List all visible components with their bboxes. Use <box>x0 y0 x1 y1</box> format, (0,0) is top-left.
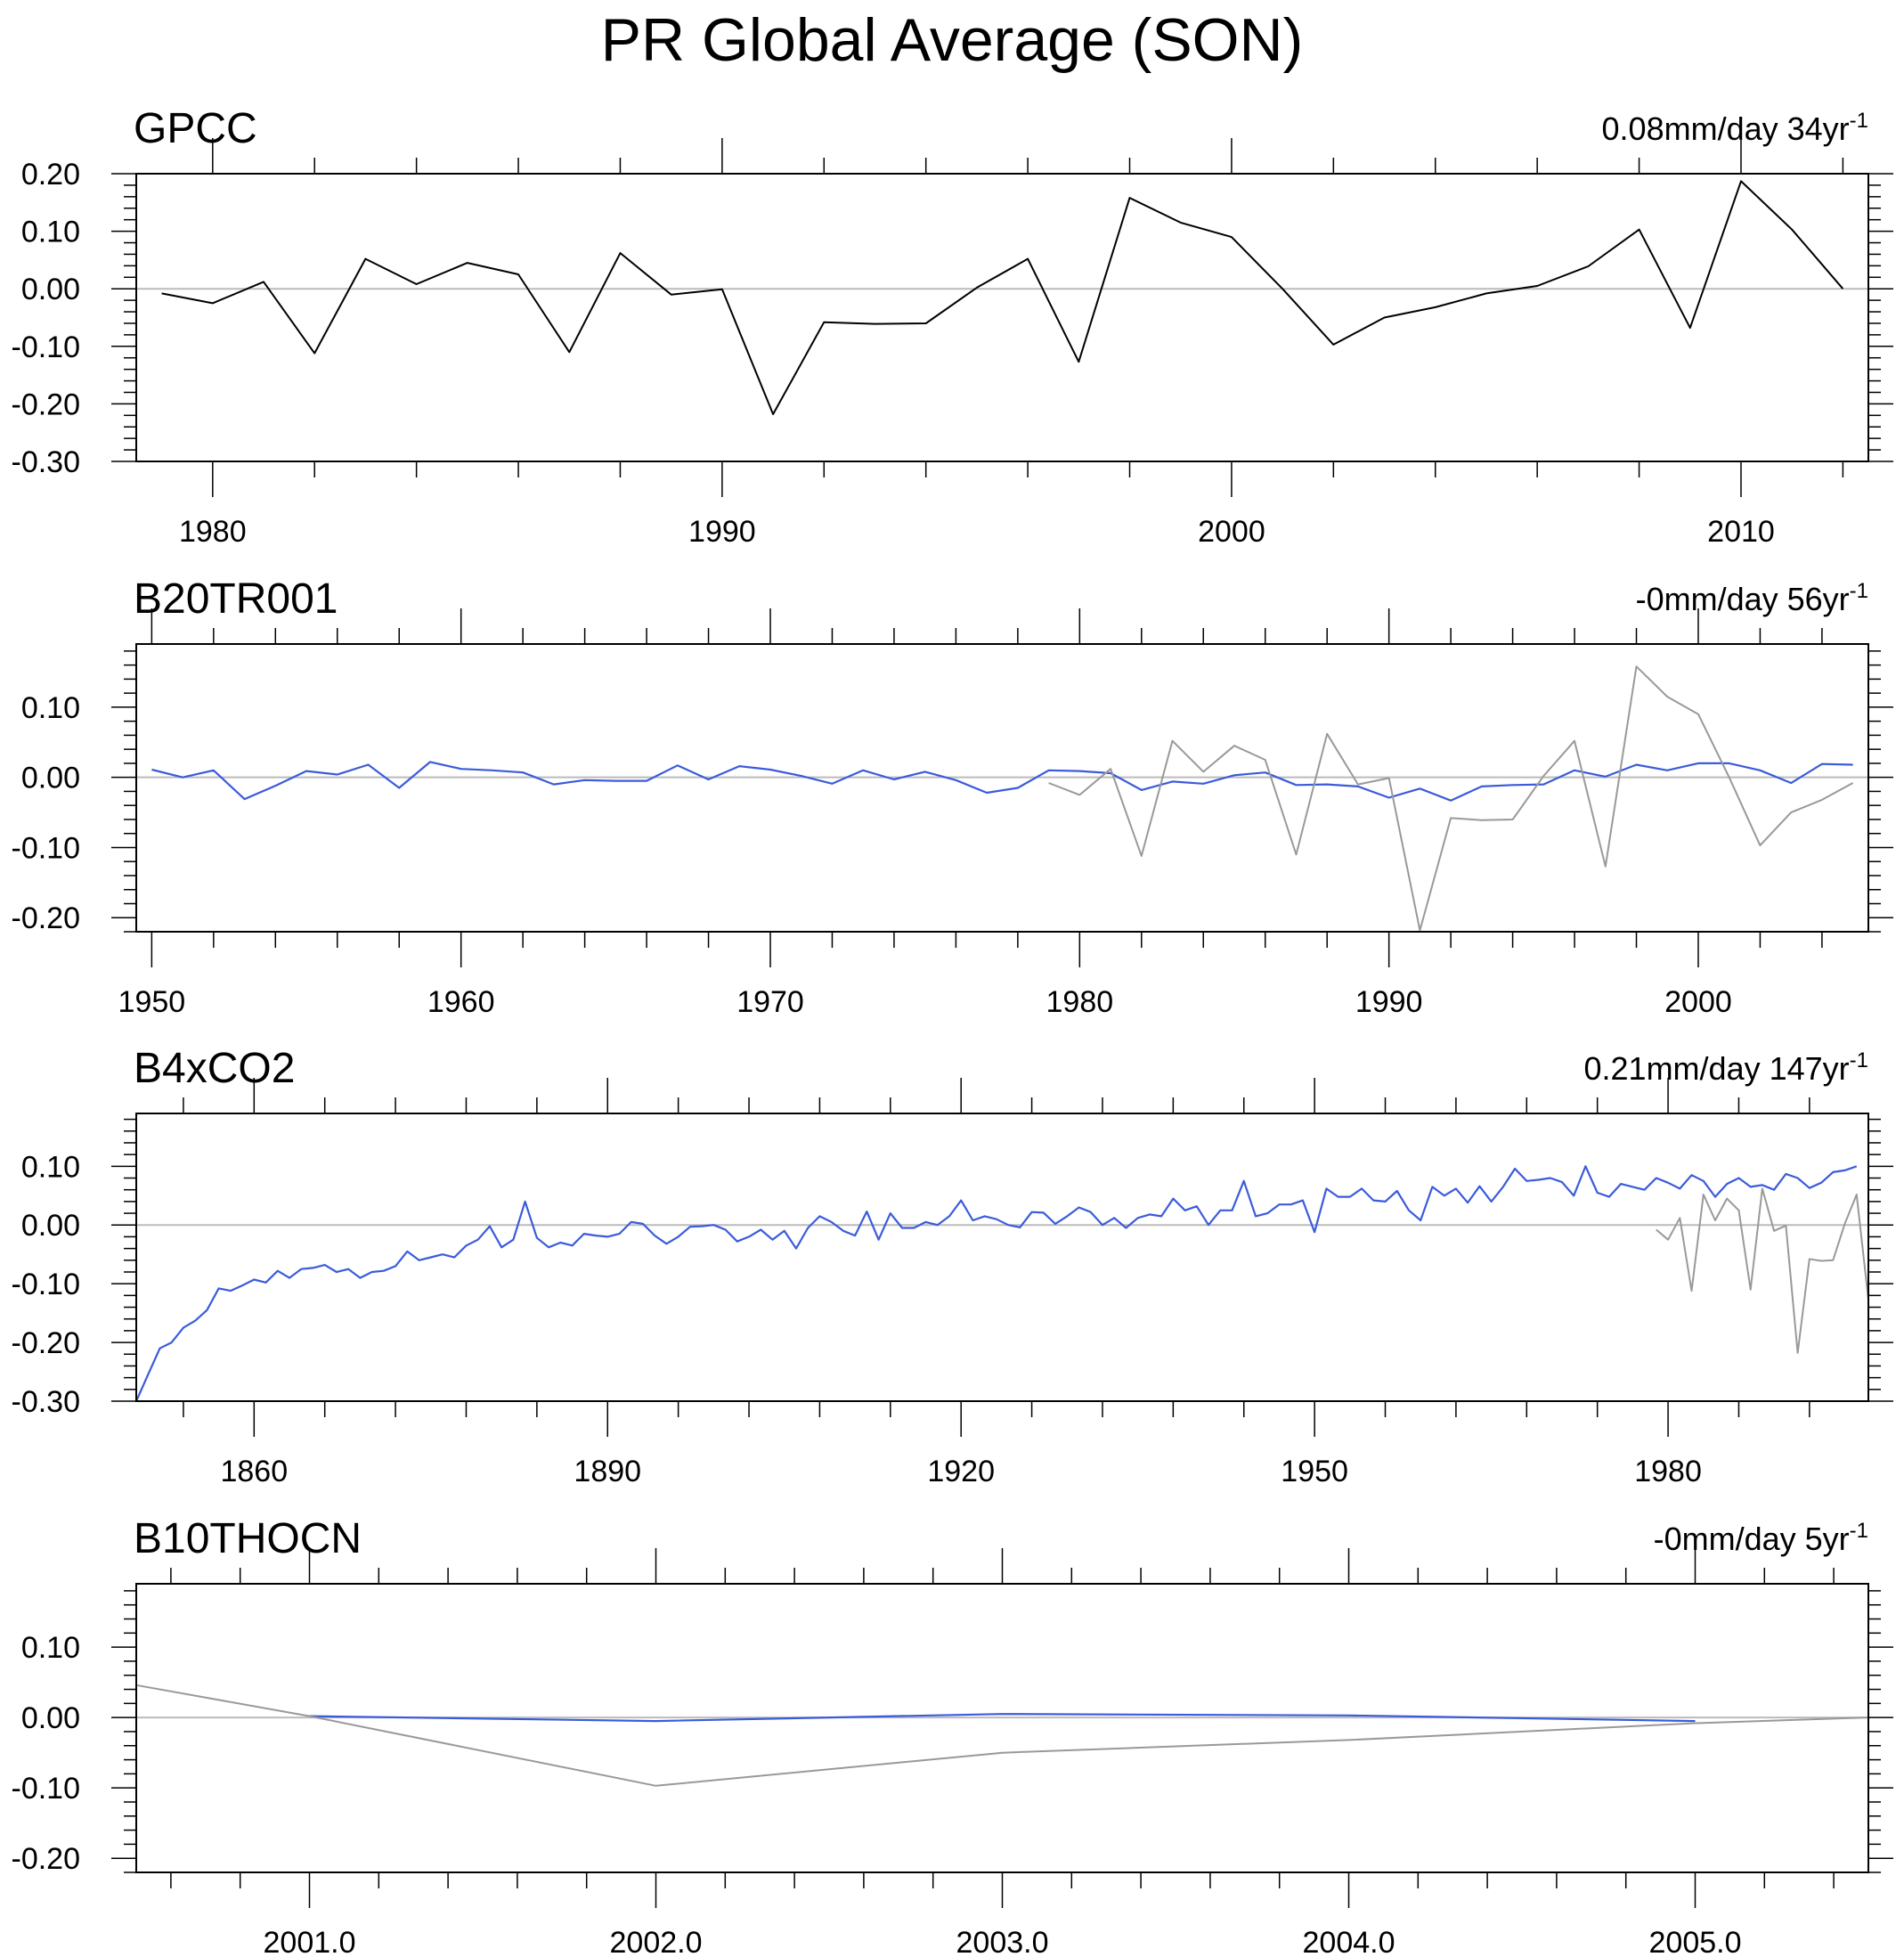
y-tick-label: -0.20 <box>12 387 81 421</box>
trend-exponent: -1 <box>1850 1519 1868 1543</box>
trend-label: 0.21mm/day 147yr-1 <box>1584 1048 1869 1087</box>
y-tick-label: -0.10 <box>12 831 81 865</box>
y-tick-label: -0.20 <box>12 901 81 935</box>
x-tick-label: 1970 <box>736 985 804 1019</box>
panel-gpcc: GPCC 0.08mm/day 34yr-1 -0.30 -0.20 -0.10 0.00… <box>12 105 1893 549</box>
y-tick-label: -0.10 <box>12 1268 81 1301</box>
y-tick-label: -0.10 <box>12 1772 81 1806</box>
x-tick-label: 1990 <box>688 515 756 549</box>
series-line-obs_overlay <box>135 1684 1869 1787</box>
panel-b4xco2: B4xCO2 0.21mm/day 147yr-1 -0.30 -0.20 -0.10 0… <box>12 1045 1893 1488</box>
x-tick-label: 1860 <box>220 1455 288 1488</box>
y-tick-label: -0.10 <box>12 330 81 364</box>
series-line-obs <box>161 180 1844 415</box>
x-tick-label: 1980 <box>179 515 247 549</box>
y-tick-label: 0.00 <box>21 1701 80 1735</box>
x-tick-label: 2000 <box>1198 515 1265 549</box>
trend-value: 0.21mm/day 147yr <box>1584 1050 1850 1087</box>
series-line-obs_overlay <box>1656 1187 1869 1354</box>
x-tick-label: 1990 <box>1355 985 1423 1019</box>
series-line-model <box>134 1165 1858 1402</box>
plot-frame <box>135 173 1869 462</box>
series-line-obs_overlay <box>1048 665 1854 932</box>
y-tick-label: -0.20 <box>12 1326 81 1360</box>
trend-exponent: -1 <box>1850 579 1868 603</box>
y-tick-label: 0.00 <box>21 273 80 306</box>
y-tick-label: 0.10 <box>21 216 80 249</box>
plot-frame <box>135 1113 1869 1402</box>
x-tick-label: 1980 <box>1634 1455 1702 1488</box>
x-tick-label: 1980 <box>1046 985 1114 1019</box>
trend-value: -0mm/day 5yr <box>1654 1521 1850 1557</box>
panel-title: B20TR001 <box>134 575 338 623</box>
x-tick-label: 1950 <box>118 985 186 1019</box>
y-tick-label: -0.20 <box>12 1842 81 1876</box>
x-tick-label: 1920 <box>927 1455 995 1488</box>
x-tick-label: 2000 <box>1664 985 1732 1019</box>
x-tick-label: 2005.0 <box>1649 1926 1742 1957</box>
panel-title: GPCC <box>134 105 257 152</box>
trend-exponent: -1 <box>1850 1048 1868 1072</box>
panel-title: B4xCO2 <box>134 1045 295 1092</box>
x-tick-label: 2001.0 <box>264 1926 356 1957</box>
trend-label: -0mm/day 56yr-1 <box>1636 579 1868 617</box>
panel-title: B10THOCN <box>134 1515 362 1562</box>
y-tick-label: 0.00 <box>21 1209 80 1243</box>
trend-label: -0mm/day 5yr-1 <box>1654 1519 1868 1557</box>
main-title: PR Global Average (SON) <box>600 6 1304 74</box>
panel-b10thocn: B10THOCN -0mm/day 5yr-1 -0.20 -0.10 0.00 0.10… <box>12 1515 1893 1957</box>
trend-exponent: -1 <box>1850 109 1868 133</box>
panel-b20tr001: B20TR001 -0mm/day 56yr-1 -0.20 -0.10 0.00 0.1… <box>12 575 1893 1019</box>
trend-value: 0.08mm/day 34yr <box>1602 110 1850 147</box>
x-tick-label: 1950 <box>1281 1455 1348 1488</box>
trend-value: -0mm/day 56yr <box>1636 581 1850 617</box>
x-tick-label: 2004.0 <box>1303 1926 1395 1957</box>
x-tick-label: 1890 <box>574 1455 641 1488</box>
x-tick-label: 2002.0 <box>610 1926 703 1957</box>
x-tick-label: 2010 <box>1707 515 1775 549</box>
x-tick-label: 1960 <box>427 985 495 1019</box>
trend-label: 0.08mm/day 34yr-1 <box>1602 109 1868 147</box>
x-tick-label: 2003.0 <box>956 1926 1049 1957</box>
series-line-model <box>309 1713 1696 1723</box>
plot-frame <box>135 643 1869 933</box>
y-tick-label: -0.30 <box>12 445 81 479</box>
y-tick-label: 0.20 <box>21 158 80 192</box>
y-tick-label: 0.10 <box>21 691 80 725</box>
y-tick-label: 0.10 <box>21 1150 80 1184</box>
y-tick-label: 0.00 <box>21 762 80 795</box>
y-tick-label: -0.30 <box>12 1385 81 1419</box>
series-line-model <box>151 761 1853 802</box>
y-tick-label: 0.10 <box>21 1631 80 1665</box>
